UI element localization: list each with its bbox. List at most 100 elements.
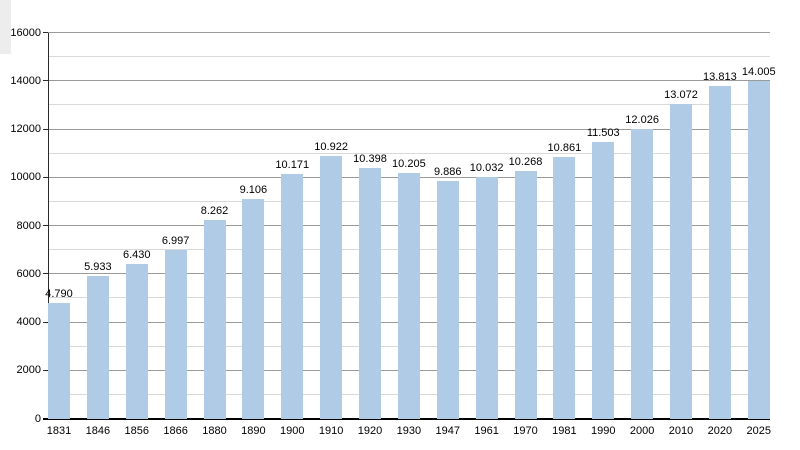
x-axis-label: 1856 [124,425,149,437]
bar-column-2020: 13.813 2020 [703,33,737,437]
y-axis-tick [43,369,48,371]
bar-column-2010: 13.072 2010 [664,33,698,437]
x-axis-label: 1990 [591,425,616,437]
bar-column-2025: 14.005 2025 [742,33,776,437]
bar-value-label: 10.268 [508,156,543,169]
y-axis-label: 0 [34,412,41,425]
bar-column-1990: 11.503 1990 [587,33,620,438]
bar-column-1900: 10.171 1900 [275,33,309,437]
x-axis-label: 2010 [668,425,694,437]
bar-value-label: 4.790 [45,288,73,301]
bar-value-label: 14.005 [741,66,776,79]
bar-1890 [242,199,265,419]
bar-2000 [631,128,654,419]
bars-container: 4.790 1831 5.933 1846 6.430 1856 6.997 1866 8.26… [45,33,776,438]
y-axis-tick [43,176,48,178]
bar-value-label: 12.026 [625,113,659,126]
x-axis-label: 1846 [85,425,111,437]
y-axis-label: 2000 [16,364,41,377]
bar-column-1961: 10.032 1961 [470,33,504,437]
corner-artifact [0,0,11,54]
gridline-minor [48,152,770,154]
bar-value-label: 13.072 [664,88,698,101]
bar-1961 [475,176,498,419]
bar-column-2000: 12.026 2000 [625,33,659,437]
bar-1947 [436,180,459,419]
bar-value-label: 10.205 [392,157,426,170]
bar-column-1910: 10.922 1910 [314,33,348,437]
y-axis-label: 12000 [10,123,41,135]
bar-1920 [359,168,381,419]
x-axis-label: 1930 [396,425,422,437]
bar-column-1890: 9.106 1890 [240,33,268,437]
bar-column-1880: 8.262 1880 [200,33,229,437]
gridline-major [48,128,770,130]
y-axis-line [48,33,49,419]
bar-value-label: 6.430 [122,248,151,261]
bar-1900 [281,173,304,419]
y-axis-label: 10000 [10,171,41,184]
gridline-minor [48,104,770,106]
bar-value-label: 13.813 [703,70,737,83]
x-axis-line [43,418,770,420]
y-axis-label: 14000 [10,74,41,87]
bar-value-label: 10.861 [547,141,582,154]
y-axis-label: 6000 [16,267,41,280]
bar-2010 [670,103,692,419]
y-axis-label: 16000 [10,26,41,39]
bar-1866 [164,250,187,419]
y-axis-tick [43,225,48,226]
y-axis-tick [43,80,48,82]
x-axis-label: 1866 [163,425,188,437]
bar-value-label: 9.106 [239,184,268,197]
bar-column-1920: 10.398 1920 [353,33,387,437]
x-axis-label: 1920 [357,425,383,437]
bar-1856 [125,263,148,419]
bar-column-1846: 5.933 1846 [84,33,112,437]
bar-value-label: 6.997 [161,235,190,248]
x-axis-label: 2020 [707,425,733,437]
bar-1831 [48,303,70,419]
y-axis-tick [43,321,48,323]
gridline-major [48,80,770,82]
plot-area: 4.790 1831 5.933 1846 6.430 1856 6.997 1866 8.26… [10,27,776,438]
x-axis-label: 2000 [629,425,655,437]
x-axis-label: 1890 [241,425,266,437]
bar-column-1981: 10.861 1981 [548,33,582,437]
bar-value-label: 10.398 [353,153,387,166]
bar-1990 [592,141,615,419]
bar-1880 [203,219,226,419]
x-axis-label: 1981 [552,425,577,437]
bar-1910 [320,155,343,419]
y-axis-tick [43,273,48,275]
y-axis-label: 4000 [16,316,41,328]
x-axis-label: 1970 [513,425,538,437]
x-axis-label: 2025 [746,425,771,437]
bar-1981 [553,156,576,419]
x-axis-label: 1961 [474,425,499,437]
bar-column-1970: 10.268 1970 [509,33,543,437]
y-axis-label: 8000 [16,219,41,232]
bar-value-label: 9.886 [433,165,462,178]
x-axis-label: 1880 [202,425,227,437]
bar-value-label: 10.032 [469,161,504,174]
bar-value-label: 11.503 [586,126,620,139]
y-axis-tick [43,32,48,33]
bar-value-label: 8.262 [200,204,229,217]
x-axis-label: 1947 [435,425,460,437]
gridline-minor [48,56,770,58]
y-axis-tick [43,128,48,130]
bar-2020 [708,85,731,419]
gridline-major [48,32,770,33]
bar-column-1856: 6.430 1856 [122,33,151,437]
bar-column-1947: 9.886 1947 [433,33,462,437]
bar-column-1831: 4.790 1831 [45,33,73,437]
bar-2025 [747,81,770,419]
x-axis-label: 1900 [280,425,305,437]
bar-column-1930: 10.205 1930 [392,33,426,437]
bar-value-label: 5.933 [84,260,112,273]
bar-column-1866: 6.997 1866 [161,33,190,437]
bar-1846 [86,275,109,419]
bar-value-label: 10.171 [275,158,310,171]
